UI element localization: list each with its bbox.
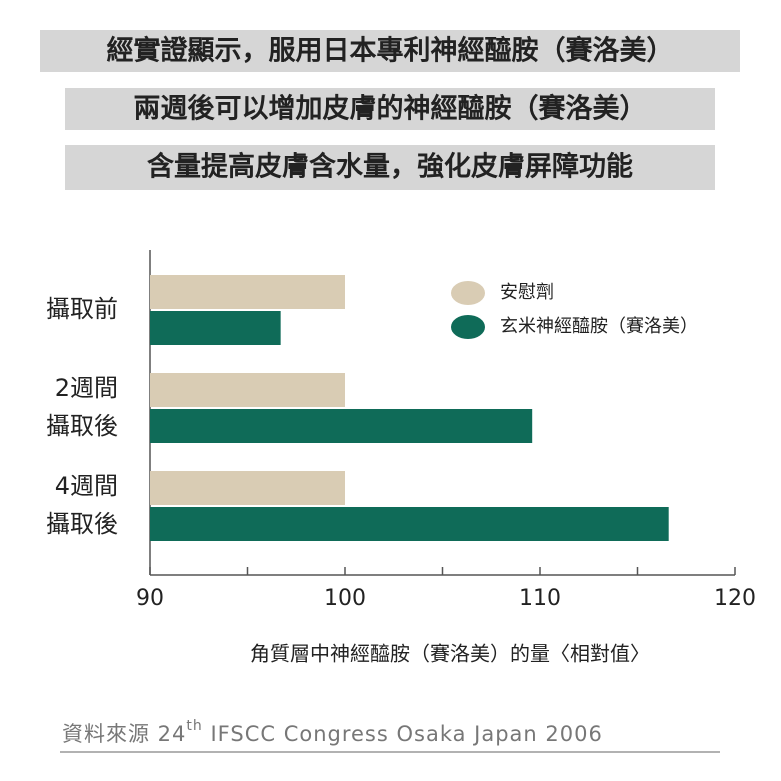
- x-tick-label: 110: [519, 586, 561, 611]
- title-line: 經實證顯示，服用日本專利神經醯胺（賽洛美）: [107, 35, 674, 67]
- legend-swatch: [451, 281, 485, 305]
- title-line: 含量提高皮膚含水量，強化皮膚屏障功能: [147, 151, 633, 183]
- title-line: 兩週後可以增加皮膚的神經醯胺（賽洛美）: [134, 93, 647, 125]
- y-tick-label: 4週間: [55, 472, 118, 500]
- y-tick-label: 攝取前: [46, 295, 118, 323]
- bar: [150, 311, 281, 345]
- bar: [150, 275, 345, 309]
- legend-label: 安慰劑: [500, 282, 554, 303]
- x-tick-label: 100: [324, 586, 366, 611]
- x-tick-label: 90: [136, 586, 164, 611]
- bar: [150, 373, 345, 407]
- legend-swatch: [451, 315, 485, 339]
- source-prefix: 資料來源 24: [62, 722, 186, 746]
- source: 資料來源 24th IFSCC Congress Osaka Japan 200…: [62, 718, 603, 746]
- source-suffix: IFSCC Congress Osaka Japan 2006: [203, 722, 603, 746]
- bar: [150, 471, 345, 505]
- y-tick-label: 攝取後: [46, 412, 118, 440]
- y-tick-label: 2週間: [55, 374, 118, 402]
- x-axis-label: 角質層中神經醯胺（賽洛美）的量〈相對值〉: [250, 642, 650, 666]
- y-tick-label: 攝取後: [46, 510, 118, 538]
- source-sup: th: [186, 718, 202, 734]
- bar: [150, 507, 669, 541]
- bar: [150, 409, 533, 443]
- x-tick-label: 120: [714, 586, 756, 611]
- legend-label: 玄米神經醯胺（賽洛美）: [500, 315, 698, 337]
- title-bg: [40, 30, 740, 72]
- title-bg: [65, 145, 715, 190]
- title-bg: [65, 88, 715, 130]
